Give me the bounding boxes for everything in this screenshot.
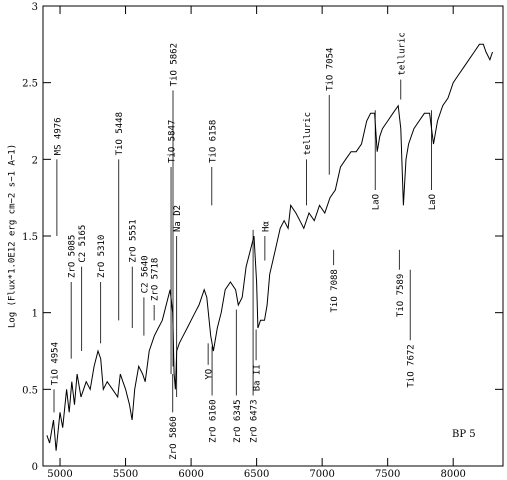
x-tick-label: 5500 (113, 469, 138, 480)
y-tick-label: 1.5 (22, 232, 38, 243)
y-tick-label: 3 (32, 2, 38, 13)
x-tick-label: 8000 (440, 469, 465, 480)
annotation-label: TiO 7054 (326, 48, 336, 91)
annotation-label: ZrO 5085 (68, 235, 78, 278)
annotation-label: TiO 5448 (115, 112, 125, 155)
annotation-label: telluric (303, 112, 313, 155)
plot-frame (42, 5, 504, 467)
x-tick-label: 6500 (244, 469, 269, 480)
annotation-label: TiO 5862 (170, 43, 180, 86)
annotation-label: ZrO 5718 (151, 258, 161, 301)
y-axis-label: Log (Flux*1.0E12 erg cm−2 s−1 A−1) (8, 144, 18, 328)
annotation-label: ZrO 6345 (233, 399, 243, 442)
annotation-label: telluric (397, 32, 407, 75)
annotation-label: TiO 4954 (51, 342, 61, 385)
annotation-label: TiO 7589 (396, 274, 406, 317)
y-tick-label: 0 (32, 462, 38, 473)
annotation-label: C2 5165 (78, 225, 88, 263)
y-tick-label: 2.5 (22, 79, 38, 90)
annotation-label: MS 4976 (53, 117, 63, 155)
annotation-label: YO (205, 369, 215, 380)
annotation-label: ZrO 5551 (129, 219, 139, 262)
y-tick-label: 0.5 (22, 385, 38, 396)
annotation-label: TiO 5847 (168, 120, 178, 163)
annotation-label: TiO 7088 (330, 269, 340, 312)
x-tick-label: 6000 (178, 469, 203, 480)
annotation-label: ZrO 6160 (209, 399, 219, 442)
y-tick-label: 2 (32, 155, 38, 166)
annotation-label: ZrO 6473 (250, 399, 260, 442)
y-tick-label: 1 (32, 309, 38, 320)
x-tick-label: 7500 (375, 469, 400, 480)
annotation-label: LaO (372, 194, 382, 210)
annotation-label: Hα (261, 221, 271, 232)
annotation-label: Ba II (253, 364, 263, 391)
plot-label: BP 5 (452, 429, 476, 440)
annotation-label: C2 5640 (140, 255, 150, 293)
annotation-label: TiO 7672 (407, 344, 417, 387)
x-tick-label: 7000 (309, 469, 334, 480)
spectrum-line (46, 43, 493, 451)
annotation-label: ZrO 5310 (97, 235, 107, 278)
annotation-label: LaO (428, 194, 438, 210)
annotation-label: Na D2 (173, 205, 183, 232)
annotation-label: ZrO 5860 (169, 416, 179, 459)
x-tick-label: 5000 (47, 469, 72, 480)
annotation-label: TiO 6158 (208, 120, 218, 163)
